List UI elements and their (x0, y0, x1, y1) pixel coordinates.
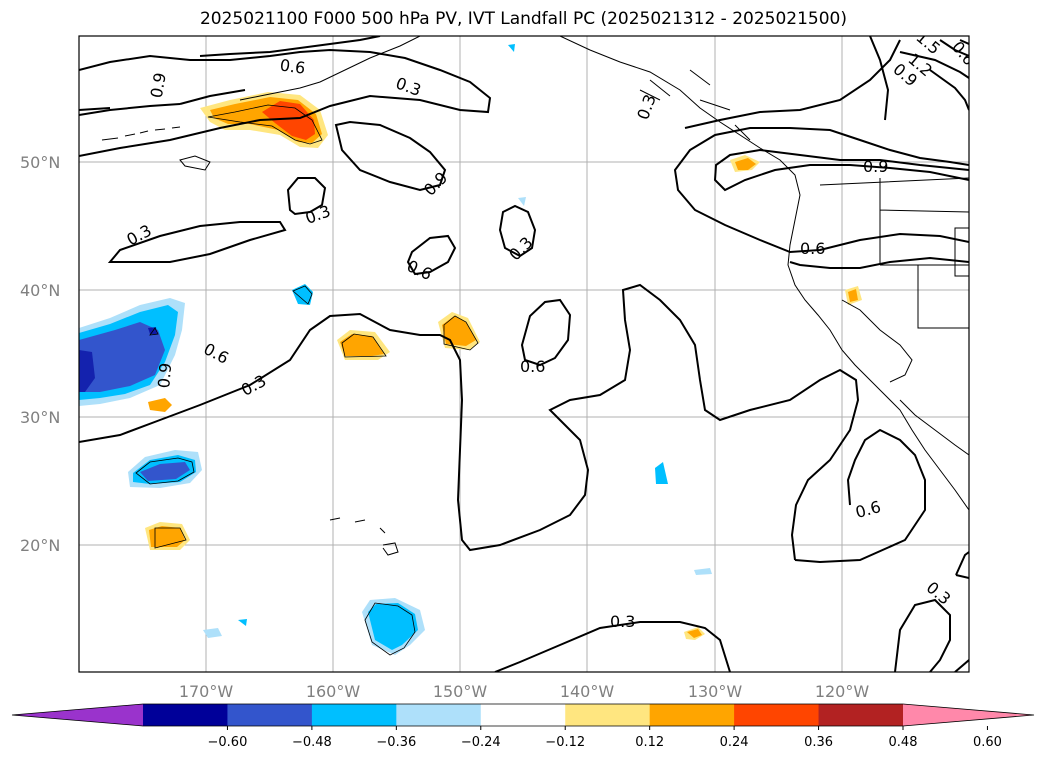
colorbar-tick-label: 0.36 (804, 735, 833, 750)
contour-0.3-south (494, 621, 731, 672)
contour-label: 0.9 (147, 71, 170, 99)
colorbar-tick-label: 0.60 (973, 735, 1002, 750)
contour-0.9-mid (334, 120, 447, 192)
contour-label: 0.6 (800, 239, 825, 258)
contour-0.6-coast (673, 127, 969, 254)
pv-shading (79, 44, 862, 655)
contour-0.9-coast (713, 148, 969, 192)
colorbar-tick-label: 0.48 (889, 735, 918, 750)
contour-label: 0.6 (520, 357, 545, 376)
colorbar-tick-label: −0.24 (461, 735, 501, 750)
coastlines (101, 36, 969, 556)
colorbar-tick-label: −0.36 (376, 735, 416, 750)
map-title: 2025021100 F000 500 hPa PV, IVT Landfall… (199, 9, 847, 29)
contour-label: 0.6 (279, 55, 307, 77)
contour-label: 0.9 (863, 157, 888, 176)
colorbar-swatch (565, 704, 651, 726)
colorbar-swatch (396, 704, 482, 726)
contour-label: 0.9 (154, 362, 175, 389)
colorbar-tick-label: −0.48 (292, 735, 332, 750)
lat-label-20n: 20°N (20, 536, 60, 555)
colorbar-swatch (480, 704, 566, 726)
lat-label-50n: 50°N (20, 153, 60, 172)
colorbar-swatch (734, 704, 820, 726)
colorbar-swatch (311, 704, 397, 726)
map-border (78, 35, 970, 673)
contour-0.6-central (520, 298, 572, 367)
lon-label-120w: 120°W (815, 682, 870, 701)
colorbar-swatch (818, 704, 904, 726)
contour-0.3-central (79, 283, 860, 561)
lat-label-40n: 40°N (20, 281, 60, 300)
contour-0.9-ne (684, 39, 901, 129)
colorbar-swatch (649, 704, 735, 726)
lon-label-170w: 170°W (179, 682, 234, 701)
lon-label-140w: 140°W (560, 682, 615, 701)
colorbar-tick-label: 0.12 (635, 735, 664, 750)
colorbar-swatch (143, 704, 228, 726)
colorbar-tick-label: 0.24 (720, 735, 749, 750)
lat-label-30n: 30°N (20, 408, 60, 427)
contour-label: 0.3 (610, 612, 635, 631)
lon-label-150w: 150°W (433, 682, 488, 701)
latitude-labels: 50°N 40°N 30°N 20°N (20, 153, 60, 555)
colorbar-tick-label: −0.12 (545, 735, 585, 750)
colorbar-extend-high (903, 704, 1034, 726)
contour-0.3-west (107, 221, 287, 263)
colorbar-outline (11, 703, 1035, 727)
colorbar-swatch (227, 704, 313, 726)
ivt-contours (79, 36, 969, 672)
colorbar-extend-low (12, 704, 143, 726)
contour-0.6-south (794, 428, 926, 564)
lon-label-160w: 160°W (306, 682, 361, 701)
lon-label-130w: 130°W (688, 682, 743, 701)
graticule (79, 36, 969, 672)
colorbar: −0.60 −0.48 −0.36 −0.24 −0.12 0.12 0.24 0.36 0.4… (11, 703, 1035, 750)
contour-0.6-north (199, 36, 381, 57)
colorbar-tick-label: −0.60 (208, 735, 248, 750)
longitude-labels: 170°W 160°W 150°W 140°W 130°W 120°W (179, 682, 870, 701)
contour-0.9-north (79, 48, 492, 157)
